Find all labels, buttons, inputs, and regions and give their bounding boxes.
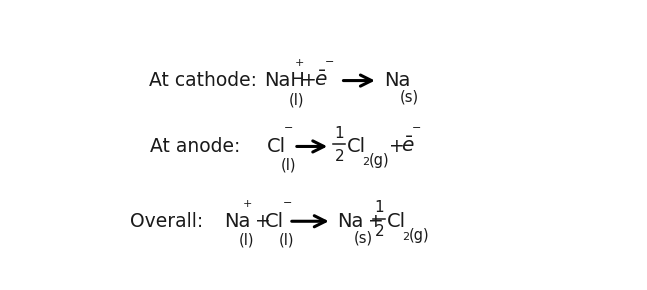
Text: At anode:: At anode:: [149, 137, 240, 156]
Text: Na: Na: [224, 212, 250, 231]
Text: Na: Na: [384, 71, 410, 90]
Text: $^-$: $^-$: [280, 199, 292, 214]
Text: (g): (g): [369, 153, 389, 168]
Text: Cl: Cl: [387, 212, 406, 231]
Text: $\bar{e}$: $\bar{e}$: [401, 137, 415, 156]
Text: Cl: Cl: [347, 137, 366, 156]
Text: $^-$: $^-$: [322, 59, 334, 74]
Text: $2$: $2$: [374, 223, 384, 239]
Text: $^+$: $^+$: [292, 59, 305, 74]
Text: (l): (l): [239, 233, 254, 248]
Text: $\bar{e}$: $\bar{e}$: [314, 71, 327, 90]
Text: $2$: $2$: [334, 148, 344, 164]
Text: (l): (l): [289, 92, 305, 107]
Text: $^-$: $^-$: [410, 124, 422, 139]
Text: $1$: $1$: [334, 125, 344, 141]
Text: (s): (s): [400, 90, 419, 105]
Text: At cathode:: At cathode:: [149, 71, 257, 90]
Text: $+$: $+$: [300, 71, 316, 90]
Text: $+$: $+$: [388, 137, 404, 156]
Text: $+$: $+$: [367, 212, 382, 231]
Text: $_2$: $_2$: [362, 153, 370, 168]
Text: (g): (g): [408, 228, 429, 243]
Text: Na: Na: [338, 212, 364, 231]
Text: (l): (l): [279, 233, 294, 248]
Text: (l): (l): [280, 158, 296, 173]
Text: NaH: NaH: [264, 71, 305, 90]
Text: $_2$: $_2$: [402, 228, 410, 243]
Text: (s): (s): [354, 231, 373, 246]
Text: $^+$: $^+$: [240, 199, 253, 214]
Text: $+$: $+$: [254, 212, 270, 231]
Text: Cl: Cl: [267, 137, 285, 156]
Text: Cl: Cl: [265, 212, 284, 231]
Text: $1$: $1$: [374, 200, 384, 215]
Text: $^-$: $^-$: [281, 124, 294, 139]
Text: Overall:: Overall:: [130, 212, 203, 231]
